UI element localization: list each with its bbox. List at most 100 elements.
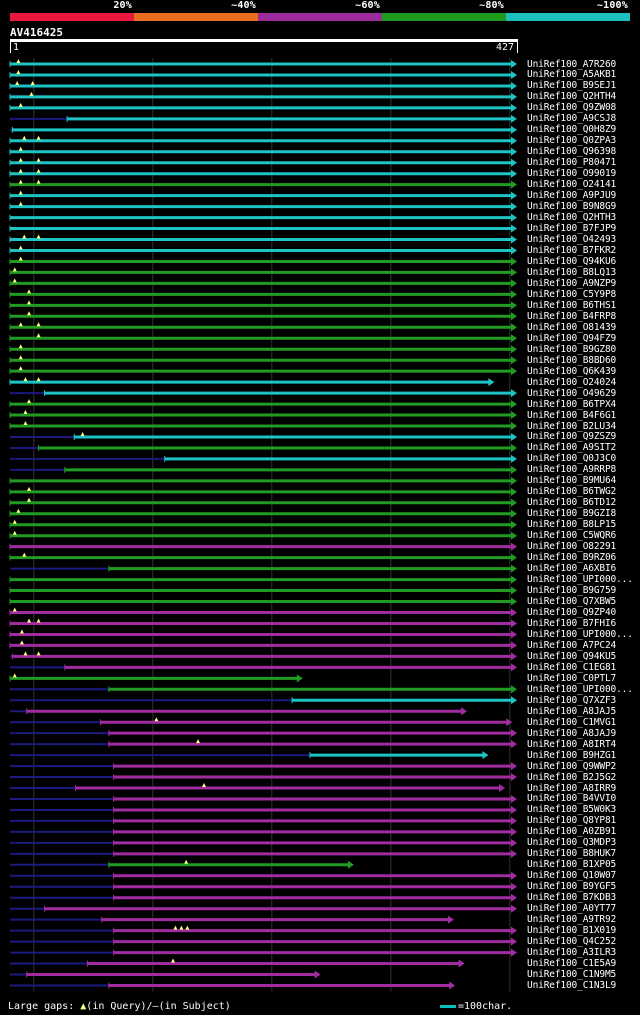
hit-accession-link[interactable]: UniRef100_B9MU64	[527, 475, 617, 487]
hit-accession-link[interactable]: UniRef100_UPI000...	[527, 683, 633, 695]
hit-accession-link[interactable]: UniRef100_C1EG81	[527, 661, 617, 673]
hit-row	[10, 783, 506, 793]
hit-accession-link[interactable]: UniRef100_C1N9M5	[527, 969, 617, 980]
hit-accession-link[interactable]: UniRef100_O81439	[527, 321, 617, 333]
hit-accession-link[interactable]: UniRef100_Q94KU5	[527, 650, 617, 662]
hit-accession-link[interactable]: UniRef100_B4F6G1	[527, 409, 617, 421]
hit-accession-link[interactable]: UniRef100_B8LP15	[527, 519, 617, 531]
hit-accession-link[interactable]: UniRef100_UPI000...	[527, 574, 633, 586]
hit-accession-link[interactable]: UniRef100_B5W0K3	[527, 804, 617, 816]
hit-accession-link[interactable]: UniRef100_Q96398	[527, 146, 617, 158]
hit-accession-link[interactable]: UniRef100_Q0H8Z9	[527, 124, 617, 136]
hit-row	[10, 816, 517, 825]
hit-accession-link[interactable]: UniRef100_Q7XZF3	[527, 694, 617, 706]
hit-accession-link[interactable]: UniRef100_B4FRP8	[527, 310, 617, 322]
hit-accession-link[interactable]: UniRef100_B9SEJ1	[527, 80, 617, 92]
hit-accession-link[interactable]: UniRef100_A7R260	[527, 58, 617, 70]
hit-accession-link[interactable]: UniRef100_B6TD12	[527, 497, 617, 509]
hit-end-arrow	[511, 882, 517, 891]
hit-accession-link[interactable]: UniRef100_B7FHI6	[527, 617, 617, 629]
hit-accession-link[interactable]: UniRef100_Q4C252	[527, 936, 617, 948]
hit-accession-link[interactable]: UniRef100_Q9ZW08	[527, 102, 617, 114]
hit-accession-link[interactable]: UniRef100_C5Y9P8	[527, 288, 617, 300]
hit-accession-link[interactable]: UniRef100_Q94FZ9	[527, 332, 617, 344]
hit-accession-link[interactable]: UniRef100_Q2HTH4	[527, 91, 617, 103]
hit-accession-link[interactable]: UniRef100_Q94KU6	[527, 255, 617, 267]
hit-accession-link[interactable]: UniRef100_A8IRR9	[527, 782, 617, 794]
hit-accession-link[interactable]: UniRef100_O99019	[527, 168, 617, 180]
hit-end-arrow	[511, 564, 517, 573]
hit-accession-link[interactable]: UniRef100_B9YGF5	[527, 881, 617, 893]
query-gap-marker	[19, 629, 24, 634]
hit-accession-link[interactable]: UniRef100_B6TPX4	[527, 398, 617, 410]
hit-accession-link[interactable]: UniRef100_B9RZ06	[527, 552, 617, 564]
legend-label-5: ~100%	[596, 0, 628, 11]
hit-row	[10, 904, 517, 913]
hit-accession-link[interactable]: UniRef100_A0YT77	[527, 903, 617, 915]
hit-accession-link[interactable]: UniRef100_A6XBI6	[527, 563, 617, 575]
hit-accession-link[interactable]: UniRef100_B7FJP9	[527, 223, 617, 235]
hit-accession-link[interactable]: UniRef100_A0ZB91	[527, 826, 617, 838]
hit-accession-link[interactable]: UniRef100_Q2HTH3	[527, 212, 617, 224]
hit-accession-link[interactable]: UniRef100_A7PC24	[527, 639, 617, 651]
hit-accession-link[interactable]: UniRef100_O42493	[527, 234, 617, 246]
hit-accession-link[interactable]: UniRef100_A9PJU9	[527, 190, 617, 202]
hit-accession-link[interactable]: UniRef100_B9N8G9	[527, 201, 617, 213]
hit-accession-link[interactable]: UniRef100_B8LQ13	[527, 266, 617, 278]
hit-end-arrow	[511, 509, 517, 518]
hit-accession-link[interactable]: UniRef100_Q3MDP3	[527, 837, 617, 849]
hit-row	[10, 915, 454, 924]
hit-accession-link[interactable]: UniRef100_Q9ZP40	[527, 607, 617, 618]
hit-accession-link[interactable]: UniRef100_B9GZ80	[527, 343, 617, 355]
hit-accession-link[interactable]: UniRef100_B9GZI8	[527, 508, 617, 520]
hit-accession-link[interactable]: UniRef100_Q9WWP2	[527, 760, 617, 772]
hit-accession-link[interactable]: UniRef100_Q10W07	[527, 870, 617, 882]
hit-row	[10, 707, 468, 716]
hit-accession-link[interactable]: UniRef100_B8HUK7	[527, 848, 617, 860]
hit-accession-link[interactable]: UniRef100_C0PTL7	[527, 672, 617, 684]
hit-end-arrow	[296, 674, 303, 683]
hit-accession-link[interactable]: UniRef100_UPI000...	[527, 628, 633, 640]
hit-accession-link[interactable]: UniRef100_A9RRP8	[527, 464, 617, 476]
hit-accession-link[interactable]: UniRef100_Q0J3C0	[527, 453, 617, 465]
hit-accession-link[interactable]: UniRef100_B6TWG2	[527, 486, 617, 498]
hit-accession-link[interactable]: UniRef100_B9G759	[527, 585, 617, 597]
hit-accession-link[interactable]: UniRef100_B7FKR2	[527, 244, 617, 256]
hit-accession-link[interactable]: UniRef100_B2J5G2	[527, 771, 617, 783]
hit-accession-link[interactable]: UniRef100_O24141	[527, 179, 617, 191]
hit-accession-link[interactable]: UniRef100_C5WQR6	[527, 530, 617, 542]
hit-row	[9, 91, 517, 101]
hit-accession-link[interactable]: UniRef100_A8JAJ5	[527, 705, 617, 717]
hit-accession-link[interactable]: UniRef100_B6THS1	[527, 299, 617, 311]
hit-accession-link[interactable]: UniRef100_B2LU34	[527, 420, 617, 432]
hit-accession-link[interactable]: UniRef100_Q8YP81	[527, 815, 617, 827]
hit-accession-link[interactable]: UniRef100_Q0ZPA3	[527, 135, 617, 147]
hit-accession-link[interactable]: UniRef100_B4VVI0	[527, 793, 617, 805]
hit-accession-link[interactable]: UniRef100_A9TR92	[527, 914, 617, 926]
hit-accession-link[interactable]: UniRef100_Q7XBW5	[527, 596, 617, 608]
hit-row	[10, 893, 517, 902]
hit-accession-link[interactable]: UniRef100_A9SIT2	[527, 442, 617, 454]
hit-accession-link[interactable]: UniRef100_B9HZG1	[527, 749, 617, 761]
hit-accession-link[interactable]: UniRef100_Q6K439	[527, 365, 617, 377]
hit-accession-link[interactable]: UniRef100_Q9ZSZ9	[527, 431, 617, 443]
hit-accession-link[interactable]: UniRef100_O24024	[527, 376, 617, 388]
hit-accession-link[interactable]: UniRef100_O82291	[527, 541, 617, 553]
hit-accession-link[interactable]: UniRef100_O49629	[527, 387, 617, 399]
hit-accession-link[interactable]: UniRef100_A8JAJ9	[527, 727, 617, 739]
hit-accession-link[interactable]: UniRef100_A8IRT4	[527, 738, 617, 750]
hit-accession-link[interactable]: UniRef100_C1E5A9	[527, 958, 617, 970]
hit-accession-link[interactable]: UniRef100_A3ILR3	[527, 947, 617, 959]
hit-accession-link[interactable]: UniRef100_A9CSJ8	[527, 113, 617, 125]
hit-accession-link[interactable]: UniRef100_B7KDB3	[527, 892, 617, 904]
hit-accession-link[interactable]: UniRef100_C1MVG1	[527, 716, 617, 728]
hit-accession-link[interactable]: UniRef100_B8BD60	[527, 354, 617, 366]
hit-accession-link[interactable]: UniRef100_B1X019	[527, 925, 617, 937]
hit-accession-link[interactable]: UniRef100_P80471	[527, 157, 617, 169]
query-gap-marker	[36, 157, 41, 162]
hit-end-arrow	[511, 685, 517, 694]
hit-accession-link[interactable]: UniRef100_A5AKB1	[527, 69, 617, 81]
hit-accession-link[interactable]: UniRef100_C1N3L9	[527, 979, 617, 991]
hit-accession-link[interactable]: UniRef100_A9NZP9	[527, 277, 617, 289]
hit-accession-link[interactable]: UniRef100_B1XP05	[527, 859, 617, 871]
